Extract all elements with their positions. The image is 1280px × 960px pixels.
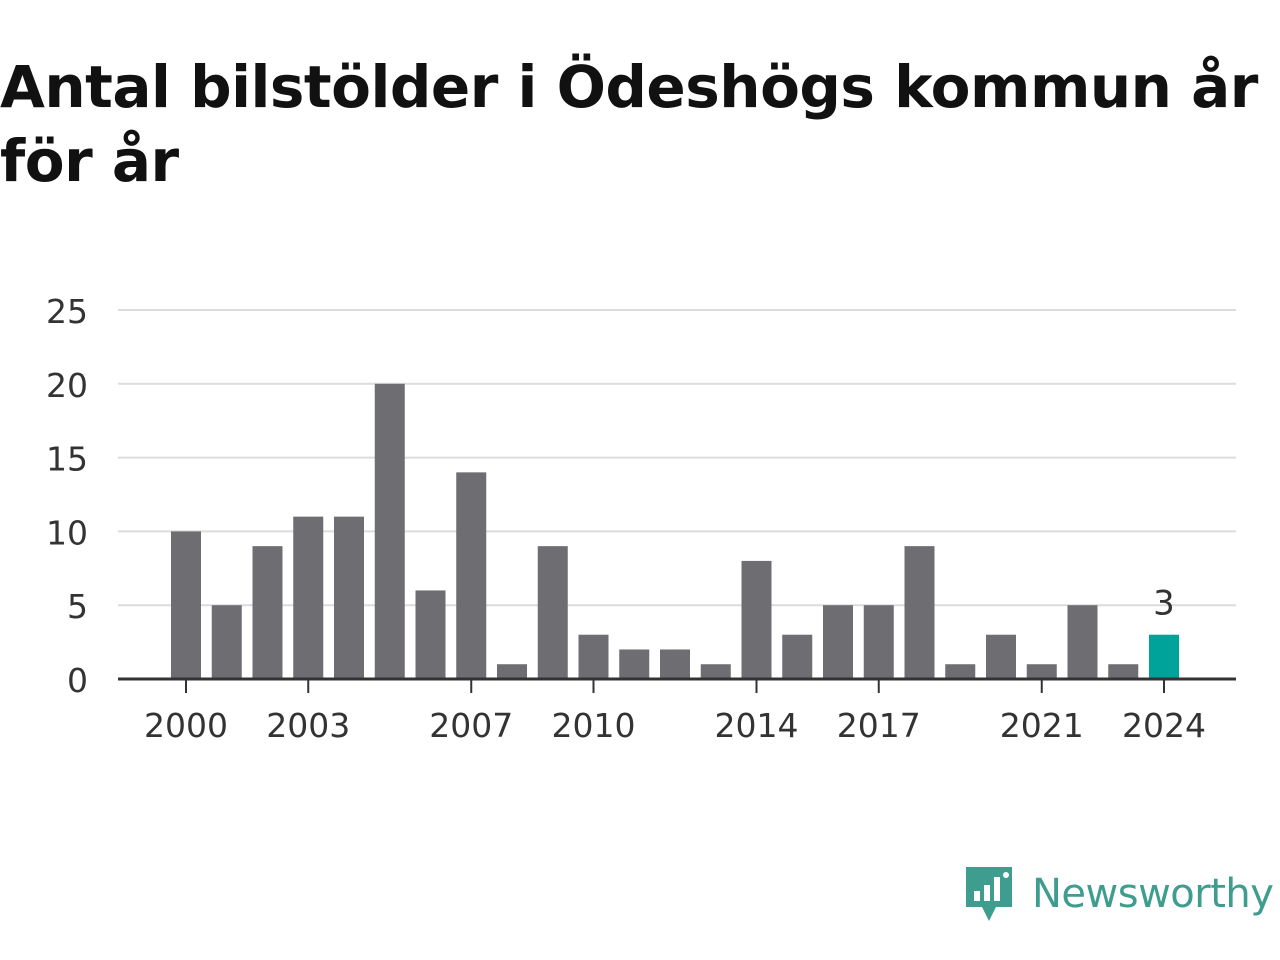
bar-2023 bbox=[1108, 664, 1139, 679]
y-tick-label: 20 bbox=[46, 366, 88, 405]
x-tick-label: 2010 bbox=[552, 706, 636, 745]
bar-2002 bbox=[252, 546, 283, 679]
bar-2000 bbox=[171, 531, 201, 679]
bar-2014 bbox=[741, 560, 772, 679]
x-tick-label: 2003 bbox=[266, 706, 350, 745]
bar-2011 bbox=[619, 649, 650, 679]
brand-name: Newsworthy bbox=[1032, 871, 1274, 917]
bar-2001 bbox=[211, 605, 242, 679]
bar-2015 bbox=[782, 634, 813, 679]
bar-2012 bbox=[660, 649, 690, 679]
x-tick-label: 2021 bbox=[1000, 706, 1084, 745]
y-tick-label: 0 bbox=[67, 661, 88, 700]
x-tick-label: 2007 bbox=[429, 706, 513, 745]
x-tick-label: 2014 bbox=[715, 706, 799, 745]
bar-2020 bbox=[986, 634, 1016, 679]
bar-2006 bbox=[415, 590, 446, 679]
bar-2009 bbox=[537, 546, 568, 679]
bar-2019 bbox=[945, 664, 976, 679]
bar-2010 bbox=[578, 634, 609, 679]
x-axis bbox=[118, 677, 1236, 693]
bar-2007 bbox=[456, 472, 487, 679]
y-tick-label: 25 bbox=[46, 292, 88, 331]
labels: 0 5 10 15 20 25 3 2000 2003 2007 2010 2014 2017 2021 2… bbox=[46, 292, 1206, 745]
x-tick-label: 2000 bbox=[144, 706, 228, 745]
chart-title: Antal bilstölder i Ödeshögs kommun år fö… bbox=[0, 53, 1258, 195]
newsworthy-brand: Newsworthy bbox=[962, 862, 1274, 926]
bar-2022 bbox=[1067, 605, 1098, 679]
bar-2013 bbox=[700, 664, 731, 679]
bar-2021 bbox=[1026, 664, 1057, 679]
bar-2018 bbox=[904, 546, 935, 679]
bar-2016 bbox=[823, 605, 853, 679]
bar-2017 bbox=[863, 605, 894, 679]
y-tick-label: 15 bbox=[46, 440, 88, 479]
x-tick-label: 2024 bbox=[1122, 706, 1206, 745]
y-tick-label: 10 bbox=[46, 513, 88, 552]
x-tick-label: 2017 bbox=[837, 706, 921, 745]
y-tick-label: 5 bbox=[67, 587, 88, 626]
bar-2024 bbox=[1149, 634, 1179, 679]
bars bbox=[171, 383, 1179, 679]
newsworthy-chart-bubble-icon bbox=[966, 867, 1012, 921]
bar-2008 bbox=[497, 664, 527, 679]
bar-2004 bbox=[334, 516, 364, 679]
bar-2005 bbox=[374, 383, 405, 679]
bar-2003 bbox=[293, 516, 324, 679]
bar-value-label: 3 bbox=[1153, 584, 1175, 624]
gridlines bbox=[118, 309, 1236, 607]
